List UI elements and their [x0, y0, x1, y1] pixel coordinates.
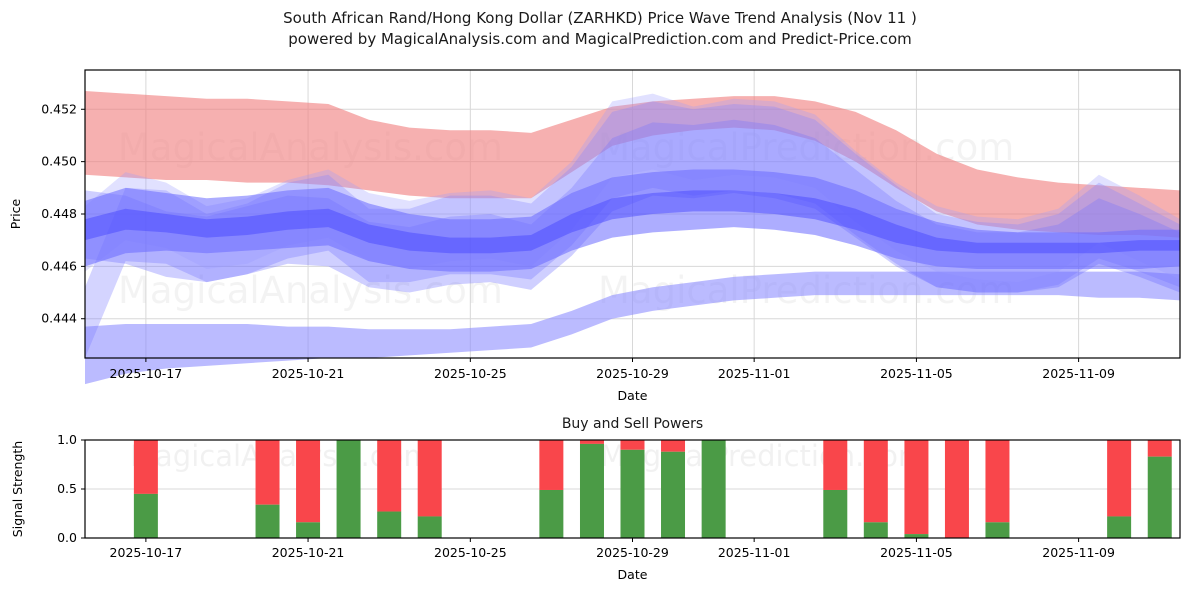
bar-ytick-label: 0.5 [57, 481, 77, 496]
bar-buy-segment[interactable] [620, 449, 645, 538]
wave-band [85, 169, 1180, 272]
wave-ylabel: Price [8, 198, 23, 229]
page-title: South African Rand/Hong Kong Dollar (ZAR… [0, 8, 1200, 50]
bar-sell-segment[interactable] [863, 440, 888, 523]
wave-band [85, 190, 1180, 254]
title-line-2: powered by MagicalAnalysis.com and Magic… [288, 30, 912, 48]
bar-xtick-label: 2025-11-05 [880, 545, 953, 560]
wave-xtick-label: 2025-10-17 [110, 366, 183, 381]
bar-sell-segment[interactable] [296, 440, 321, 523]
bar-buy-segment[interactable] [985, 522, 1010, 538]
wave-xtick-label: 2025-10-21 [272, 366, 345, 381]
bar-xtick-label: 2025-11-09 [1042, 545, 1115, 560]
bar-xtick-label: 2025-10-29 [596, 545, 669, 560]
bar-sell-segment[interactable] [133, 440, 158, 494]
wave-ytick-label: 0.452 [41, 101, 77, 116]
bar-sell-segment[interactable] [579, 440, 604, 444]
bar-sell-segment[interactable] [944, 440, 969, 538]
bar-ylabel: Signal Strength [10, 441, 25, 537]
wave-xtick-label: 2025-10-29 [596, 366, 669, 381]
bar-buy-segment[interactable] [661, 451, 686, 538]
wave-band [85, 90, 1180, 238]
wave-xlabel: Date [618, 388, 648, 403]
bar-xtick-label: 2025-10-21 [272, 545, 345, 560]
wave-xtick-label: 2025-11-01 [718, 366, 791, 381]
bar-xtick-label: 2025-10-25 [434, 545, 507, 560]
bar-buy-segment[interactable] [1147, 456, 1172, 538]
bar-sell-segment[interactable] [904, 440, 929, 535]
wave-ytick-label: 0.448 [41, 206, 77, 221]
bar-buy-segment[interactable] [701, 440, 726, 538]
bar-buy-segment[interactable] [133, 493, 158, 538]
bar-xtick-label: 2025-10-17 [110, 545, 183, 560]
bar-sell-segment[interactable] [1147, 440, 1172, 457]
bar-sell-segment[interactable] [620, 440, 645, 450]
wave-xtick-label: 2025-11-09 [1042, 366, 1115, 381]
bar-buy-segment[interactable] [336, 440, 361, 538]
bar-sell-segment[interactable] [823, 440, 848, 490]
bar-xlabel: Date [618, 567, 648, 582]
bar-sell-segment[interactable] [377, 440, 402, 512]
bar-xtick-label: 2025-11-01 [718, 545, 791, 560]
bar-buy-segment[interactable] [377, 511, 402, 538]
bar-sell-segment[interactable] [417, 440, 442, 517]
wave-band [85, 271, 1180, 385]
wave-ytick-label: 0.444 [41, 311, 77, 326]
wave-ytick-label: 0.450 [41, 154, 77, 169]
bar-buy-segment[interactable] [904, 534, 929, 538]
bar-ytick-label: 0.0 [57, 530, 77, 545]
wave-ytick-label: 0.446 [41, 258, 77, 273]
bar-sell-segment[interactable] [1107, 440, 1132, 517]
bar-sell-segment[interactable] [985, 440, 1010, 523]
bar-sell-segment[interactable] [255, 440, 280, 505]
bar-buy-segment[interactable] [863, 522, 888, 538]
bar-sell-segment[interactable] [539, 440, 564, 490]
bar-buy-segment[interactable] [255, 504, 280, 538]
wave-xtick-label: 2025-11-05 [880, 366, 953, 381]
title-line-1: South African Rand/Hong Kong Dollar (ZAR… [283, 9, 917, 27]
wave-xtick-label: 2025-10-25 [434, 366, 507, 381]
bar-buy-segment[interactable] [1107, 516, 1132, 538]
bar-buy-segment[interactable] [823, 489, 848, 538]
bar-sell-segment[interactable] [661, 440, 686, 452]
bar-ytick-label: 1.0 [57, 432, 77, 447]
bar-panel-title: Buy and Sell Powers [562, 416, 703, 432]
bar-buy-segment[interactable] [296, 522, 321, 538]
bar-buy-segment[interactable] [417, 516, 442, 538]
bar-buy-segment[interactable] [539, 489, 564, 538]
watermark: MagicalAnalysis.com [118, 269, 503, 312]
bar-buy-segment[interactable] [579, 443, 604, 538]
